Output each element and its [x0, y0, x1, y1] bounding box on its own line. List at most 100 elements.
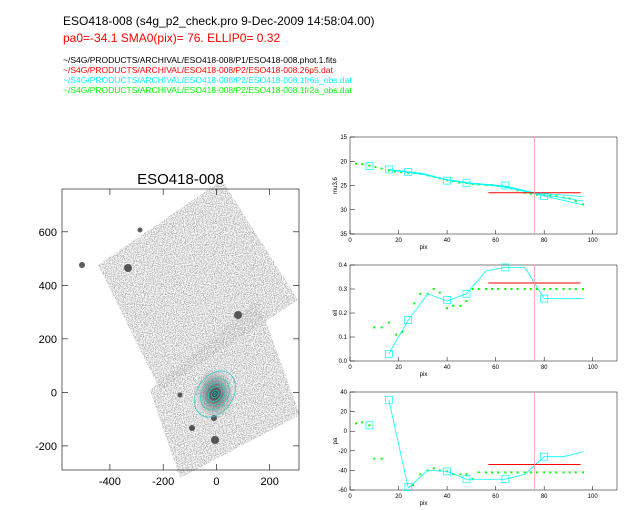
data-point: [549, 471, 552, 474]
profile-plot-mu3.6: 0 20 40 60 80 100 15 20 25 30 35 pix mu3.6: [333, 135, 618, 251]
model-square: [443, 295, 451, 304]
y-tick-label: -40: [338, 468, 347, 474]
fit-parameters: pa0=-34.1 SMA0(pix)= 76. ELLIP0= 0.32: [63, 31, 281, 45]
data-point: [373, 457, 376, 460]
data-point: [355, 422, 358, 425]
data-point: [477, 288, 480, 290]
model-square: [404, 483, 413, 491]
data-point: [555, 288, 558, 290]
data-point: [516, 189, 519, 192]
model-square: [540, 294, 549, 303]
x-axis-label: pix: [420, 372, 428, 378]
data-point: [458, 181, 461, 184]
data-point: [387, 321, 390, 324]
data-point: [516, 471, 519, 474]
data-point: [549, 288, 552, 290]
model-square: [384, 349, 393, 358]
y-tick-label: 0.2: [339, 311, 348, 317]
model-square: [404, 316, 413, 325]
y-tick-label: 15: [340, 135, 347, 141]
y-tick-label: 20: [340, 410, 347, 416]
data-point: [529, 471, 532, 474]
model-line: [388, 266, 584, 355]
data-point: [568, 288, 571, 290]
model-square: [404, 168, 413, 176]
y-tick-label: 0.1: [339, 335, 348, 341]
plot-frame: [349, 264, 618, 362]
x-tick-label: 40: [444, 494, 451, 500]
data-point: [497, 288, 500, 290]
y-tick-label: 40: [340, 390, 347, 396]
x-tick-label: 40: [444, 238, 451, 244]
data-point: [477, 471, 480, 474]
x-tick-label: 200: [261, 476, 279, 488]
x-tick-label: -200: [152, 476, 174, 488]
x-tick-label: 80: [541, 365, 548, 371]
data-point: [504, 471, 507, 474]
data-point: [529, 288, 532, 290]
data-point: [452, 473, 455, 476]
model-square: [365, 162, 374, 170]
y-tick-label: 20: [340, 159, 347, 165]
y-tick-label: -200: [35, 441, 57, 453]
model-square: [443, 176, 451, 185]
data-point: [374, 166, 377, 169]
data-point: [393, 170, 396, 173]
data-point: [555, 471, 558, 474]
y-axis-label: mu3.6: [333, 177, 339, 194]
data-point: [484, 471, 487, 474]
y-tick-label: 0.0: [339, 359, 348, 365]
file-path-data: ~/S4G/PRODUCTS/ARCHIVAL/ESO418-008/P2/ES…: [63, 85, 352, 95]
x-tick-label: -400: [99, 476, 121, 488]
data-point: [368, 164, 371, 167]
data-point: [523, 288, 526, 290]
x-tick-label: 60: [492, 238, 499, 244]
data-point: [562, 288, 565, 290]
model-square: [384, 395, 393, 404]
data-point: [582, 471, 585, 474]
y-tick-label: 25: [340, 184, 347, 190]
data-point: [484, 288, 487, 290]
y-tick-label: 0.4: [339, 263, 348, 269]
data-point: [504, 288, 507, 290]
file-path-model: ~/S4G/PRODUCTS/ARCHIVAL/ESO418-008/P2/ES…: [63, 75, 352, 85]
data-point: [432, 467, 435, 470]
model-square: [462, 289, 471, 298]
x-axis-label: pix: [420, 501, 428, 507]
file-path-reference: ~/S4G/PRODUCTS/ARCHIVAL/ESO418-008/P2/ES…: [63, 65, 333, 75]
profile-plot-pa: 0 20 40 60 80 100 -60 -40 -20 0 20 40 pix pa: [333, 390, 618, 507]
data-point: [510, 471, 513, 474]
data-point: [535, 288, 538, 290]
data-point: [459, 304, 462, 307]
model-square: [462, 179, 471, 187]
data-point: [582, 203, 585, 206]
x-tick-label: 20: [395, 365, 402, 371]
model-square: [501, 263, 510, 272]
x-tick-label: 0: [348, 238, 352, 244]
x-tick-label: 40: [444, 365, 451, 371]
data-point: [471, 288, 474, 290]
x-tick-label: 0: [348, 494, 352, 500]
data-point: [543, 471, 546, 474]
data-point: [373, 326, 376, 329]
data-point: [574, 200, 577, 203]
data-point: [543, 288, 546, 290]
data-point: [555, 195, 558, 198]
page-title: ESO418-008 (s4g_p2_check.pro 9-Dec-2009 …: [63, 14, 375, 28]
model-square: [462, 475, 471, 484]
y-tick-label: 30: [340, 208, 347, 214]
data-point: [516, 288, 519, 290]
file-path-image: ~/S4G/PRODUCTS/ARCHIVAL/ESO418-008/P1/ES…: [63, 55, 337, 65]
y-tick-label: 0: [344, 429, 348, 435]
plot-frame: [349, 136, 618, 235]
y-tick-label: 35: [340, 232, 347, 238]
data-point: [380, 167, 383, 170]
data-point: [574, 288, 577, 290]
data-point: [562, 471, 565, 474]
data-point: [523, 471, 526, 474]
data-point: [574, 471, 577, 474]
data-point: [355, 162, 358, 165]
data-point: [465, 473, 468, 476]
data-point: [401, 331, 404, 334]
